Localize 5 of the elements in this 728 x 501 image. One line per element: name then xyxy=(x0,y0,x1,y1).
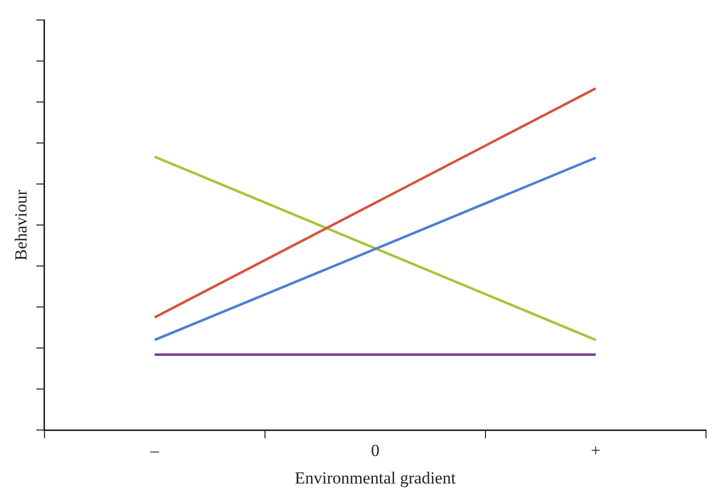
x-tick-label: + xyxy=(590,440,601,460)
x-tick-label: 0 xyxy=(370,440,380,460)
y-axis-title: Behaviour xyxy=(12,189,31,261)
x-tick-label: – xyxy=(149,440,160,460)
x-axis-title: Environmental gradient xyxy=(294,468,456,488)
